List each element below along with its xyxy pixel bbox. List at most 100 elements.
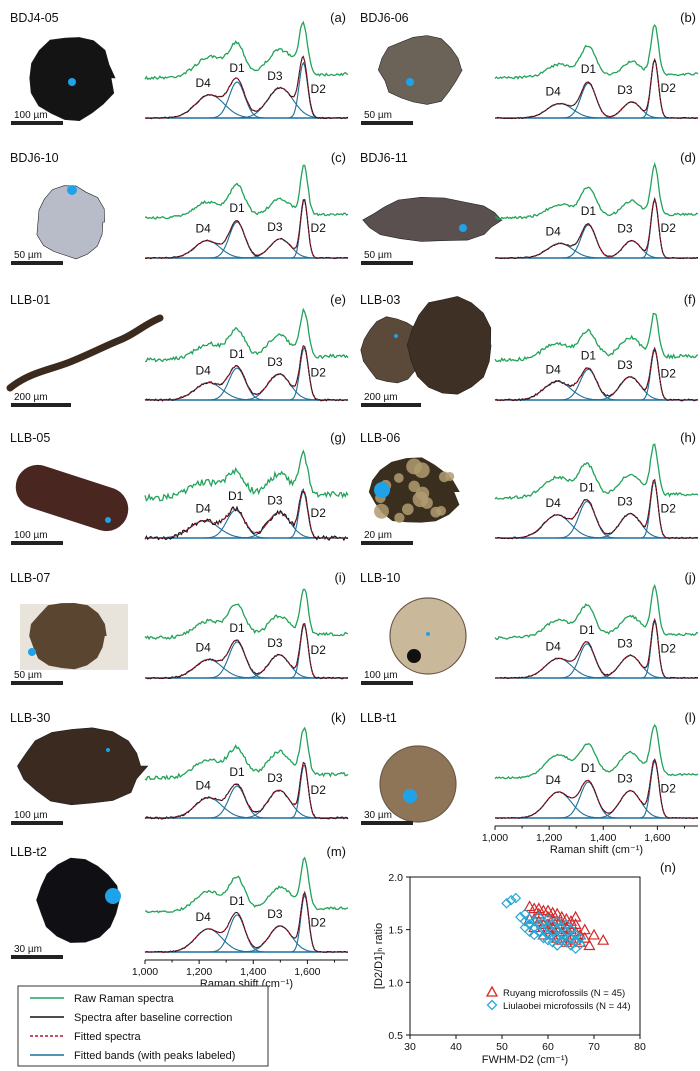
fitted-spectrum (145, 56, 348, 119)
band-label-d1: D1 (229, 765, 245, 779)
specimen-label: LLB-07 (10, 571, 50, 585)
fitted-band-d3 (495, 240, 698, 259)
micrograph (17, 727, 149, 806)
legend: Raw Raman spectra Spectra after baseline … (17, 985, 269, 1067)
spectrum-panel-l: LLB-t1 30 µm (l) D4 D1 D3 D2 (360, 710, 699, 825)
specimen-label: BDJ6-11 (360, 151, 408, 165)
specimen-label: LLB-05 (10, 431, 50, 445)
scale-label: 100 µm (14, 810, 48, 821)
scale-bar (361, 261, 413, 265)
band-label-d1: D1 (581, 348, 597, 362)
point-ruyang (523, 900, 536, 912)
legend-item: Fitted spectra (74, 1031, 142, 1043)
band-label-d3: D3 (267, 220, 283, 234)
spectrum-panel-i: LLB-07 50 µm (i) D4 D1 D3 D2 (10, 570, 349, 685)
micrograph (362, 196, 504, 242)
point-liulaobei (556, 922, 568, 933)
micrograph (368, 457, 460, 523)
point-liulaobei (561, 919, 572, 930)
specimen-label: LLB-06 (360, 431, 400, 445)
band-label-d2: D2 (661, 221, 677, 235)
point-liulaobei (538, 915, 549, 927)
scatter-chart: (n) 30 40 50 60 70 80 0.5 1.0 1.5 2.0 FWHM-D2 (cm⁻¹… (373, 860, 676, 1066)
scale-bar (361, 681, 413, 685)
band-label-d4: D4 (196, 76, 212, 90)
fitted-spectrum (145, 762, 348, 819)
band-label-d4: D4 (196, 364, 212, 378)
band-label-d4: D4 (196, 640, 212, 654)
fitted-band-d4 (145, 382, 348, 401)
band-label-d2: D2 (311, 915, 327, 929)
band-label-d4: D4 (546, 639, 562, 653)
corrected-spectrum (494, 57, 699, 120)
band-label-d3: D3 (267, 493, 283, 507)
panel-letter: (n) (660, 860, 676, 875)
scale-label: 100 µm (14, 530, 48, 541)
band-label-d2: D2 (311, 221, 327, 235)
tick-label: 40 (450, 1041, 462, 1053)
band-label-d1: D1 (228, 489, 244, 503)
raw-spectrum (494, 583, 699, 640)
micrograph (29, 37, 116, 122)
scale-label: 50 µm (364, 110, 392, 121)
spectrum-panel-h: LLB-06 20 µm (h) D4 D1 D3 D2 (360, 430, 699, 545)
band-label-d1: D1 (229, 347, 245, 361)
tick-label: 1,000 (132, 966, 158, 978)
fitted-band-d4 (495, 380, 698, 401)
legend-item: Spectra after baseline correction (74, 1012, 232, 1024)
point-ruyang (578, 931, 591, 943)
raw-spectrum (144, 307, 349, 363)
band-label-d4: D4 (546, 773, 562, 787)
scale-bar (11, 121, 63, 125)
tick-label: 1,400 (590, 832, 616, 844)
fitted-band-d4 (495, 102, 698, 119)
band-label-d4: D4 (196, 502, 212, 516)
raw-spectrum (144, 449, 349, 502)
scale-label: 100 µm (364, 670, 398, 681)
band-label-d2: D2 (661, 81, 677, 95)
raw-spectrum (494, 161, 699, 220)
legend-item: Raw Raman spectra (74, 993, 175, 1005)
micrograph (36, 857, 121, 943)
band-label-d4: D4 (546, 85, 562, 99)
tick-label: 1,600 (644, 832, 670, 844)
fitted-band-d4 (145, 240, 348, 259)
point-liulaobei (505, 894, 517, 906)
point-ruyang (569, 910, 582, 922)
measurement-spot (394, 334, 398, 338)
tick-label: 1.5 (388, 925, 403, 937)
spectrum-panel-m: LLB-t2 30 µm (m) D4 D1 D3 D2 (10, 844, 349, 959)
point-ruyang (560, 912, 573, 924)
micrograph (15, 464, 129, 532)
point-ruyang (546, 906, 559, 918)
band-label-d3: D3 (617, 222, 633, 236)
scatter-legend-item: Ruyang microfossils (N = 45) (503, 988, 625, 999)
specimen-label: LLB-t1 (360, 711, 397, 725)
fitted-spectrum (495, 479, 698, 539)
measurement-spot (403, 789, 417, 803)
point-liulaobei (547, 936, 558, 948)
point-ruyang (574, 928, 587, 940)
band-label-d3: D3 (267, 69, 283, 83)
band-label-d1: D1 (579, 480, 595, 494)
specimen-label: LLB-01 (10, 293, 50, 307)
specimen-label: LLB-30 (10, 711, 50, 725)
fitted-spectrum (145, 198, 348, 259)
point-liulaobei (551, 915, 563, 927)
raw-spectrum (144, 20, 349, 81)
measurement-spot (459, 224, 467, 232)
specimen-label: BDJ6-06 (360, 11, 409, 25)
tick-label: 50 (496, 1041, 508, 1053)
micrograph (379, 745, 457, 823)
band-label-d2: D2 (661, 367, 677, 381)
specimen-label: LLB-10 (360, 571, 400, 585)
tick-label: 1,200 (536, 832, 562, 844)
fitted-band-d3 (495, 101, 698, 119)
band-label-d2: D2 (311, 506, 327, 520)
band-label-d1: D1 (229, 621, 245, 635)
point-liulaobei (528, 929, 540, 941)
band-label-d4: D4 (546, 225, 562, 239)
panel-letter: (j) (684, 570, 696, 585)
point-liulaobei (570, 934, 581, 946)
measurement-spot (406, 78, 414, 86)
